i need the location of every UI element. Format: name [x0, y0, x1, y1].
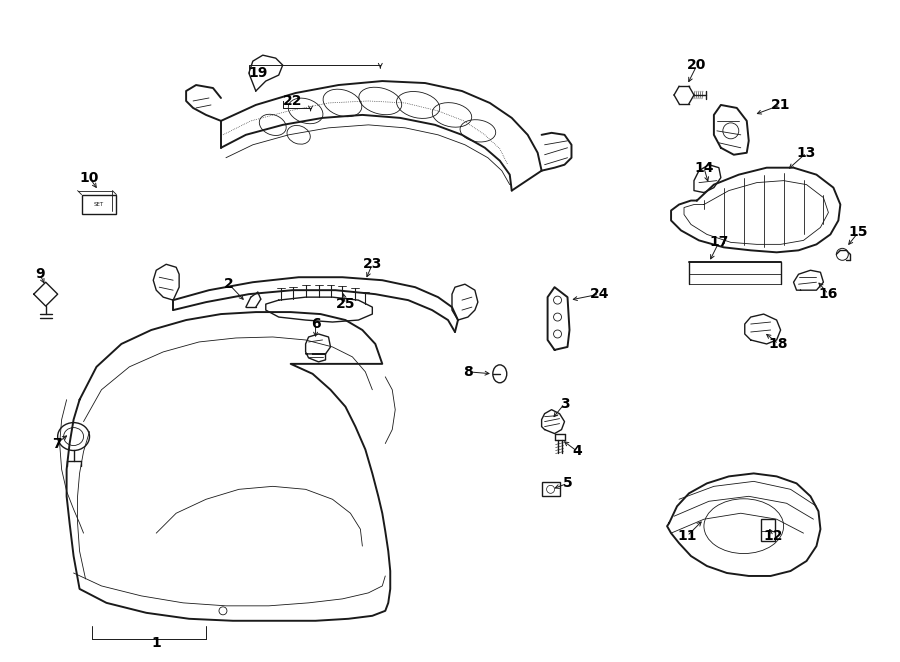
Text: 10: 10 — [80, 171, 99, 185]
Text: 13: 13 — [796, 146, 816, 160]
Text: 3: 3 — [560, 397, 570, 410]
Text: 24: 24 — [590, 287, 609, 301]
Text: 17: 17 — [709, 236, 729, 250]
Text: 19: 19 — [248, 66, 268, 80]
Text: 14: 14 — [694, 161, 714, 175]
Text: 6: 6 — [310, 317, 320, 331]
Text: 22: 22 — [283, 94, 302, 108]
Text: SET: SET — [94, 202, 104, 207]
Text: 7: 7 — [52, 436, 61, 451]
Text: 1: 1 — [151, 636, 161, 649]
Text: 21: 21 — [771, 98, 790, 112]
Text: 12: 12 — [764, 529, 783, 543]
Bar — [542, 483, 560, 496]
Text: 5: 5 — [562, 477, 572, 491]
Text: 2: 2 — [224, 277, 234, 291]
Text: 18: 18 — [769, 337, 788, 351]
Text: 16: 16 — [819, 287, 838, 301]
Text: 23: 23 — [363, 258, 382, 271]
Text: 8: 8 — [463, 365, 473, 379]
Text: 15: 15 — [849, 226, 868, 240]
Text: 20: 20 — [688, 58, 706, 72]
Text: 11: 11 — [678, 529, 697, 543]
Bar — [760, 519, 775, 541]
Text: 4: 4 — [572, 444, 582, 459]
Text: 9: 9 — [35, 267, 44, 281]
Text: 25: 25 — [336, 297, 356, 311]
